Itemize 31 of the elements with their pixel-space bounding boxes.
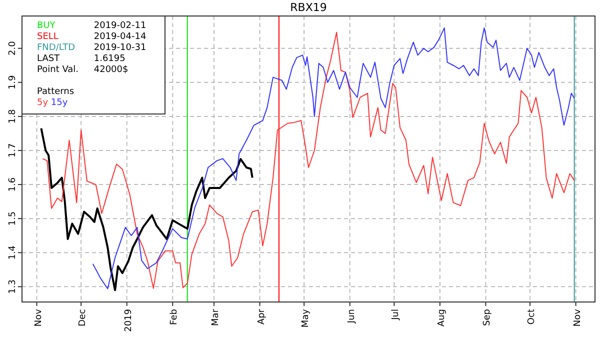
x-tick-label: Nov — [572, 308, 583, 327]
x-tick-label: Mar — [210, 308, 221, 326]
text: 15y — [48, 98, 68, 108]
x-tick-label: Jun — [346, 309, 357, 324]
y-tick-label: 1.6 — [8, 177, 18, 192]
line-series — [40, 127, 254, 292]
text: FND/LTD 2019-10-31 — [37, 43, 146, 53]
x-tick-label: May — [301, 308, 312, 328]
y-tick-label: 1.7 — [8, 143, 18, 158]
legend-title: Patterns — [37, 87, 74, 97]
text: BUY 2019-02-11 — [37, 21, 146, 31]
y-tick-label: 1.8 — [8, 109, 18, 124]
x-tick-label: Aug — [436, 309, 447, 327]
x-tick-label: Jul — [391, 309, 402, 321]
x-tick-label: Dec — [78, 308, 88, 326]
y-tick-label: 1.5 — [8, 211, 18, 226]
x-tick-label: Oct — [527, 308, 538, 325]
chart-title: RBX19 — [290, 1, 327, 14]
x-tick-label: Sep — [482, 308, 493, 326]
text: Point Val. 42000$ — [37, 65, 128, 75]
x-tick-label: 2019 — [124, 308, 134, 332]
text: LAST 1.6195 — [37, 54, 126, 64]
y-tick-label: 2.0 — [8, 40, 18, 56]
text: 5y — [37, 98, 49, 108]
y-tick-label: 1.9 — [8, 74, 18, 90]
x-tick-label: Feb — [170, 308, 180, 325]
text: SELL 2019-04-14 — [37, 32, 146, 42]
y-tick-label: 1.3 — [8, 280, 18, 294]
y-tick-label: 1.4 — [8, 245, 18, 260]
x-tick-label: Nov — [34, 308, 44, 327]
x-tick-label: Apr — [256, 308, 267, 325]
